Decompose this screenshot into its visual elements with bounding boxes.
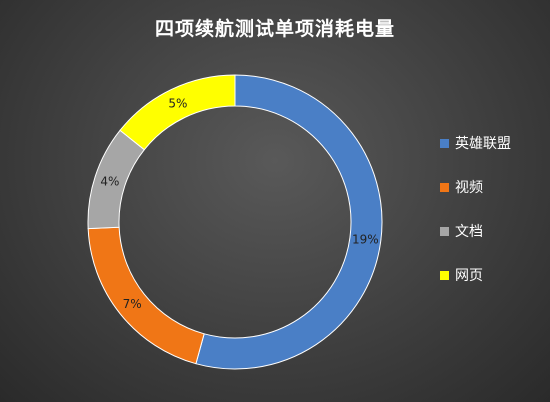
legend-item-document: 文档 bbox=[440, 220, 511, 242]
slice-lol bbox=[195, 74, 383, 370]
legend-label: 视频 bbox=[455, 180, 483, 196]
data-labels: 19% 7% 4% 5% bbox=[100, 97, 378, 311]
legend-label: 文档 bbox=[455, 224, 483, 240]
legend-label: 网页 bbox=[455, 268, 483, 284]
data-label: 19% bbox=[352, 233, 379, 247]
chart-title: 四项续航测试单项消耗电量 bbox=[154, 18, 395, 40]
legend-swatch bbox=[440, 226, 449, 236]
slice-video bbox=[87, 226, 205, 365]
doughnut-slices bbox=[87, 74, 383, 370]
legend-swatch bbox=[440, 182, 449, 192]
data-label: 7% bbox=[123, 297, 142, 311]
data-label: 4% bbox=[100, 174, 119, 188]
legend-item-video: 视频 bbox=[440, 176, 511, 198]
slice-webpage bbox=[119, 74, 236, 151]
legend-swatch bbox=[440, 138, 449, 148]
legend-item-webpage: 网页 bbox=[440, 264, 511, 286]
legend: 英雄联盟 视频 文档 网页 bbox=[440, 132, 511, 308]
legend-item-lol: 英雄联盟 bbox=[440, 132, 511, 154]
legend-label: 英雄联盟 bbox=[455, 136, 511, 152]
data-label: 5% bbox=[168, 97, 187, 111]
legend-swatch bbox=[440, 270, 449, 280]
